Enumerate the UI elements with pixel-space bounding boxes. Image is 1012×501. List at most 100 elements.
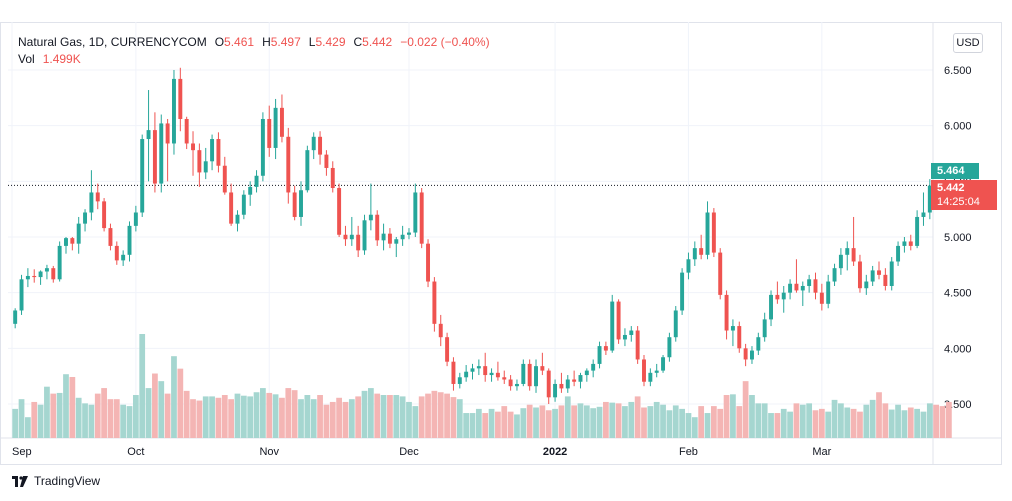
volume-bar [266, 392, 273, 438]
x-tick-label: Feb [679, 446, 698, 458]
x-tick-label: Dec [399, 446, 419, 458]
chart-frame [0, 22, 1002, 465]
volume-bar [304, 395, 311, 438]
volume-bar [234, 393, 241, 438]
candle-body [432, 281, 437, 324]
volume-bar [685, 413, 692, 438]
candle-body [76, 223, 81, 244]
candle-body [762, 319, 767, 338]
volume-bar [425, 393, 431, 438]
volume-bar [882, 403, 889, 438]
candle-body [44, 268, 49, 272]
candle-body [286, 136, 291, 193]
candle-body [616, 301, 621, 340]
candle-body [152, 130, 157, 184]
volume-bar [418, 396, 425, 438]
candle-body [356, 234, 361, 251]
volume-bar [56, 392, 63, 438]
last-price-value: 5.442 [937, 182, 965, 194]
volume-bar [171, 356, 177, 438]
candle-body [667, 337, 672, 358]
volume-bar [406, 401, 412, 438]
candle-body [121, 254, 126, 261]
candle-body [368, 214, 373, 221]
currency-button[interactable]: USD [953, 33, 983, 53]
bar-countdown: 14:25:04 [937, 196, 980, 208]
volume-bar [469, 413, 476, 438]
volume-bar [260, 388, 266, 438]
candle-body [883, 274, 888, 286]
volume-bar [545, 410, 552, 438]
volume-bar [799, 404, 806, 438]
candle-body [267, 118, 272, 148]
volume-bar [342, 401, 349, 438]
candle-body [25, 275, 30, 280]
volume-bar [926, 403, 933, 438]
volume-bar [202, 396, 209, 438]
candle-body [248, 186, 253, 195]
x-tick-label: Sep [12, 446, 32, 458]
volume-bar [634, 396, 641, 438]
candle-body [362, 220, 367, 251]
volume-bar [298, 399, 304, 438]
candle-body [514, 383, 519, 387]
volume-bar [641, 407, 647, 438]
legend-ohlc-row: Natural Gas, 1D, CURRENCYCOM O 5.461 H 5.4… [18, 34, 490, 51]
volume-bar [94, 393, 101, 438]
y-tick-label: 4.000 [944, 343, 972, 355]
volume-bar [793, 403, 800, 438]
candle-body [553, 383, 558, 398]
candle-body [673, 310, 678, 338]
candle-body [83, 212, 88, 224]
volume-bar [437, 392, 444, 438]
candle-body [260, 118, 265, 176]
volume-bar [787, 411, 793, 438]
volume-bar [609, 402, 616, 438]
candle-body [781, 292, 786, 300]
last-price-tag: 5.442 14:25:04 [931, 180, 997, 210]
volume-bar [679, 408, 685, 438]
volume-bar [183, 390, 190, 438]
candle-body [292, 192, 297, 217]
candle-body [908, 241, 913, 246]
volume-bar [838, 403, 844, 438]
candle-body [857, 261, 862, 289]
candle-body [191, 143, 195, 151]
y-tick-label: 6.000 [944, 121, 972, 133]
volume-bar [310, 399, 317, 438]
volume-bar [590, 408, 597, 438]
volume-bar [552, 408, 558, 438]
volume-bar [272, 394, 279, 438]
candle-body [184, 118, 189, 144]
volume-bar [533, 407, 539, 438]
volume-bar [514, 414, 520, 438]
volume-bar [285, 388, 292, 438]
volume-bar [603, 401, 609, 438]
volume-bar [63, 374, 69, 438]
candle-body [324, 154, 329, 168]
candle-body [165, 123, 170, 144]
volume-bar [507, 411, 514, 438]
volume-bar [717, 408, 724, 438]
volume-bar [558, 405, 565, 438]
volume-bar [742, 381, 749, 438]
volume-bar [367, 388, 374, 438]
volume-bar [412, 406, 419, 438]
candle-body [394, 239, 399, 244]
volume-bar [101, 388, 107, 438]
volume-bar [863, 404, 870, 438]
candle-body [737, 326, 742, 349]
volume-bar [596, 406, 603, 438]
high-value: 5.497 [270, 35, 301, 49]
volume-bar [69, 376, 76, 438]
candle-body [476, 366, 481, 369]
candle-body [127, 225, 132, 255]
candle-body [788, 283, 793, 293]
candle-body [705, 212, 710, 255]
candle-body [330, 167, 335, 189]
candle-body [235, 214, 240, 224]
candle-body [870, 270, 875, 282]
footer[interactable]: TradingView [12, 474, 100, 488]
bid-price-tag: 5.464 [931, 163, 979, 179]
